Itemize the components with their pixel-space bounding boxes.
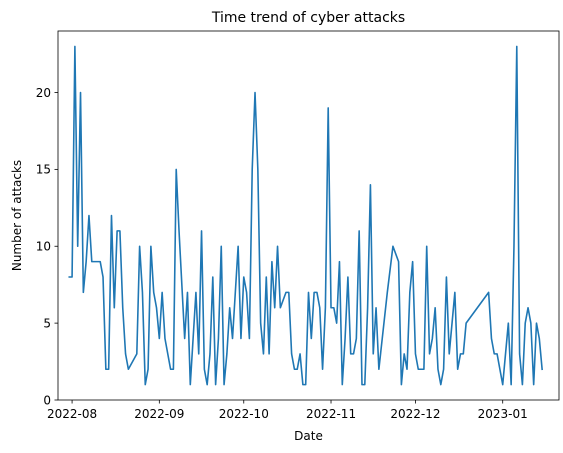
x-tick-label: 2022-09 [134, 407, 184, 421]
x-tick-label: 2022-11 [306, 407, 356, 421]
x-tick-label: 2022-08 [47, 407, 97, 421]
x-tick-label: 2022-10 [219, 407, 269, 421]
x-axis-title: Date [294, 429, 323, 443]
y-tick-label: 0 [43, 393, 51, 407]
y-tick-label: 5 [43, 316, 51, 330]
y-axis-title: Number of attacks [10, 160, 24, 271]
y-tick-label: 20 [36, 86, 51, 100]
x-tick-label: 2022-12 [390, 407, 440, 421]
y-tick-label: 15 [36, 163, 51, 177]
chart-title: Time trend of cyber attacks [211, 10, 405, 26]
x-tick-label: 2023-01 [478, 407, 528, 421]
y-tick-label: 10 [36, 240, 51, 254]
